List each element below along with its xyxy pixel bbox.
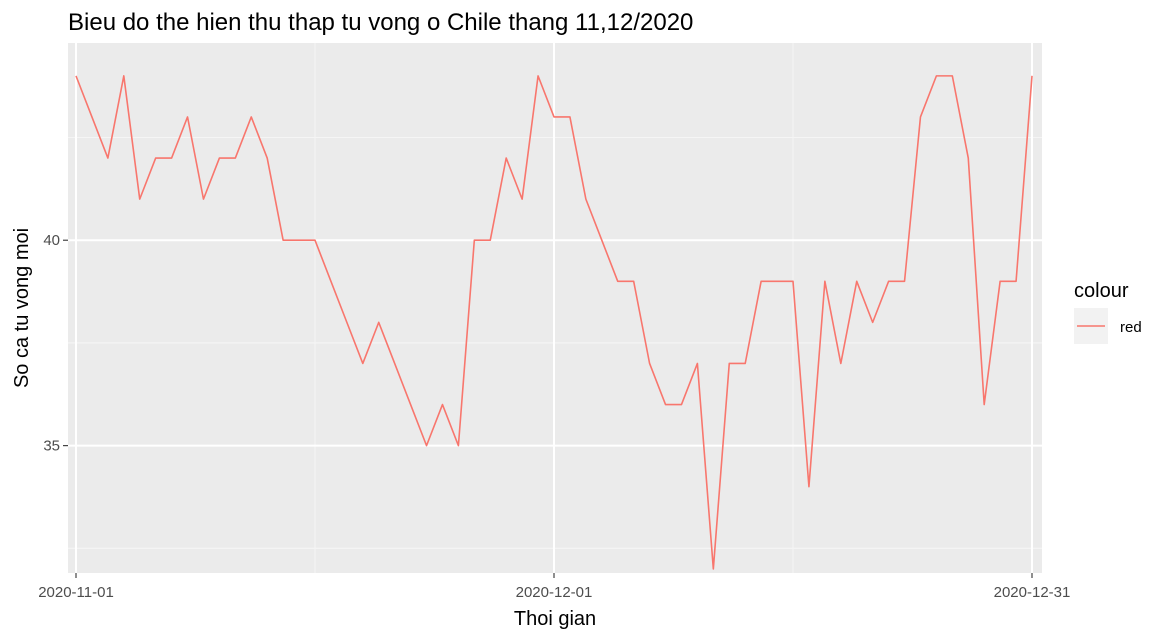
data-point xyxy=(617,280,619,282)
data-point xyxy=(202,198,204,200)
data-point xyxy=(888,280,890,282)
data-point xyxy=(426,445,428,447)
y-tick-label: 35 xyxy=(43,438,60,455)
data-point xyxy=(728,362,730,364)
data-point xyxy=(904,280,906,282)
data-point xyxy=(91,116,93,118)
data-point xyxy=(919,116,921,118)
data-point xyxy=(808,486,810,488)
x-tick-label: 2020-12-31 xyxy=(994,584,1071,601)
data-point xyxy=(171,157,173,159)
y-axis-title: So ca tu vong moi xyxy=(11,228,33,388)
legend-label-red: red xyxy=(1120,319,1142,336)
data-point xyxy=(410,404,412,406)
data-point xyxy=(394,362,396,364)
data-point xyxy=(935,75,937,77)
data-point xyxy=(585,198,587,200)
data-point xyxy=(250,116,252,118)
data-point xyxy=(187,116,189,118)
data-point xyxy=(1015,280,1017,282)
data-point xyxy=(601,239,603,241)
data-point xyxy=(792,280,794,282)
data-point xyxy=(218,157,220,159)
data-point xyxy=(473,239,475,241)
data-point xyxy=(744,362,746,364)
data-point xyxy=(951,75,953,77)
y-tick-label: 40 xyxy=(43,232,60,249)
x-tick-label: 2020-11-01 xyxy=(38,584,114,601)
data-point xyxy=(776,280,778,282)
data-point xyxy=(298,239,300,241)
data-point xyxy=(155,157,157,159)
chart-title: Bieu do the hien thu thap tu vong o Chil… xyxy=(68,9,693,36)
data-point xyxy=(760,280,762,282)
data-point xyxy=(840,362,842,364)
data-point xyxy=(234,157,236,159)
legend: colour red xyxy=(1074,280,1142,344)
legend-title: colour xyxy=(1074,280,1129,302)
data-point xyxy=(330,280,332,282)
x-axis-title: Thoi gian xyxy=(514,608,596,630)
data-point xyxy=(282,239,284,241)
series-line-red xyxy=(75,75,1033,570)
data-point xyxy=(75,75,77,77)
data-point xyxy=(553,116,555,118)
data-point xyxy=(123,75,125,77)
data-point xyxy=(967,157,969,159)
data-point xyxy=(457,445,459,447)
data-point xyxy=(266,157,268,159)
data-point xyxy=(983,404,985,406)
data-point xyxy=(505,157,507,159)
data-point xyxy=(441,404,443,406)
data-point xyxy=(999,280,1001,282)
data-point xyxy=(521,198,523,200)
data-point xyxy=(1031,75,1033,77)
series-layer xyxy=(75,75,1033,570)
data-point xyxy=(649,362,651,364)
data-point xyxy=(378,321,380,323)
data-point xyxy=(362,362,364,364)
data-point xyxy=(314,239,316,241)
data-point xyxy=(139,198,141,200)
data-point xyxy=(665,404,667,406)
data-point xyxy=(872,321,874,323)
grid-lines xyxy=(68,43,1042,573)
data-point xyxy=(712,568,714,570)
data-point xyxy=(107,157,109,159)
data-point xyxy=(569,116,571,118)
data-point xyxy=(537,75,539,77)
data-point xyxy=(680,404,682,406)
data-point xyxy=(856,280,858,282)
data-point xyxy=(346,321,348,323)
axis-ticks: 35 40 2020-11-01 2020-12-01 2020-12-31 xyxy=(38,232,1070,601)
data-point xyxy=(824,280,826,282)
data-point xyxy=(696,362,698,364)
x-tick-label: 2020-12-01 xyxy=(516,584,593,601)
data-point xyxy=(633,280,635,282)
data-point xyxy=(489,239,491,241)
